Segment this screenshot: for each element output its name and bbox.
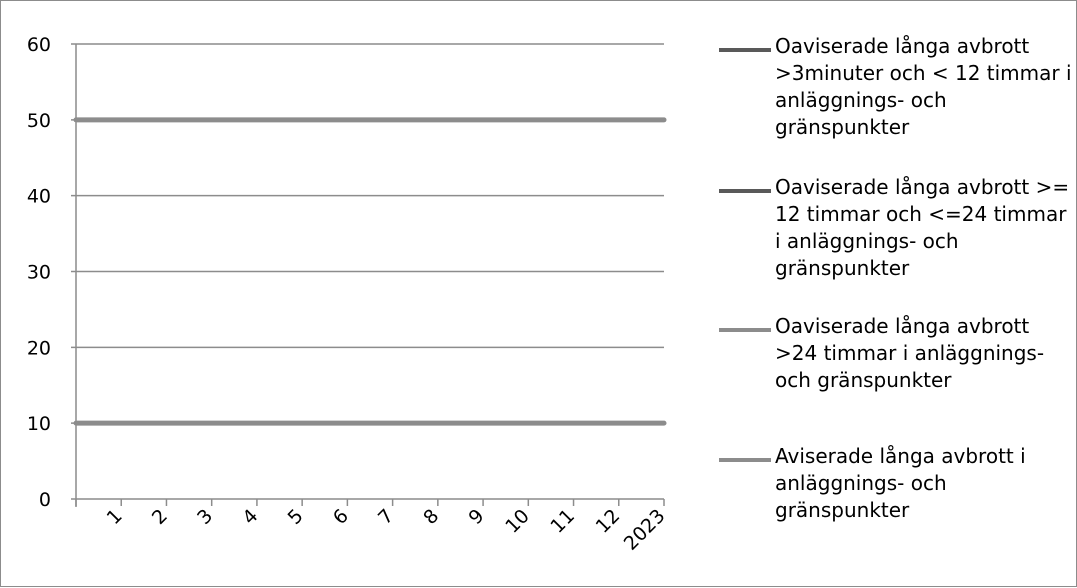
x-tick-label-11: 11 <box>546 505 579 538</box>
x-tick-label-4: 4 <box>238 505 262 529</box>
legend-label-3: Oaviserade långa avbrott >24 timmar i an… <box>775 314 1045 392</box>
y-tick-label-10: 10 <box>27 413 51 435</box>
y-tick-label-0: 0 <box>39 489 51 511</box>
y-tick-label-40: 40 <box>27 186 51 208</box>
y-tick-label-50: 50 <box>27 110 51 132</box>
legend-swatch-2 <box>719 189 771 193</box>
x-tick-label-2: 2 <box>148 505 172 529</box>
legend-label-4: Aviserade långa avbrott i anläggnings- o… <box>775 444 1026 522</box>
legend-swatch-3 <box>719 328 771 332</box>
x-tick-label-12: 12 <box>592 505 625 538</box>
y-tick-label-60: 60 <box>27 34 51 56</box>
x-tick-label-1: 1 <box>103 505 127 529</box>
x-tick-label-10: 10 <box>501 505 534 538</box>
y-tick-label-30: 30 <box>27 262 51 284</box>
y-tick-label-20: 20 <box>27 337 51 359</box>
x-tick-label-6: 6 <box>329 505 353 529</box>
x-tick-label-2023: 2023 <box>620 505 670 555</box>
x-tick-label-7: 7 <box>374 505 398 529</box>
x-tick-label-5: 5 <box>284 505 308 529</box>
legend-swatch-1 <box>719 48 771 52</box>
x-tick-label-3: 3 <box>193 505 217 529</box>
legend-label-2: Oaviserade långa avbrott >= 12 timmar oc… <box>775 175 1070 280</box>
x-tick-label-8: 8 <box>419 505 443 529</box>
x-tick-label-9: 9 <box>465 505 489 529</box>
legend-label-1: Oaviserade långa avbrott >3minuter och <… <box>775 34 1072 139</box>
legend-swatch-4 <box>719 458 771 462</box>
